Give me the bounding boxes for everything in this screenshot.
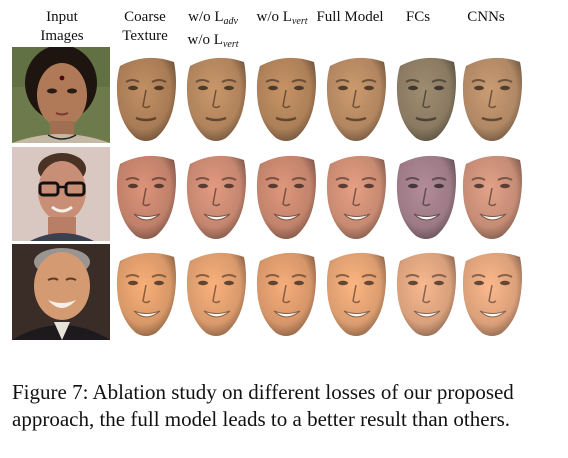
face-render-2-fcs bbox=[392, 150, 460, 242]
header-wo-vert: w/o Lvert bbox=[256, 9, 308, 27]
face-render-2-wo-adv-wo-vert bbox=[182, 150, 250, 242]
face-render-3-wo-adv-wo-vert bbox=[182, 247, 250, 339]
face-render-1-full-model bbox=[322, 52, 390, 144]
face-render-2-cnns bbox=[458, 150, 526, 242]
face-render-2-wo-vert bbox=[252, 150, 320, 242]
face-render-1-coarse-texture bbox=[112, 52, 180, 144]
header-input-images: Input Images bbox=[40, 9, 84, 44]
face-render-2-full-model bbox=[322, 150, 390, 242]
input-photo-row2 bbox=[12, 147, 110, 241]
input-photo-row1 bbox=[12, 47, 110, 143]
ablation-figure: Input Images Coarse Texture w/o Ladv w/o… bbox=[12, 9, 526, 340]
face-render-1-wo-adv-wo-vert bbox=[182, 52, 250, 144]
face-render-3-full-model bbox=[322, 247, 390, 339]
header-cnns: CNNs bbox=[467, 9, 505, 25]
header-coarse-texture: Coarse Texture bbox=[122, 9, 168, 44]
face-render-3-coarse-texture bbox=[112, 247, 180, 339]
input-photo-row3 bbox=[12, 244, 110, 340]
figure-caption: Figure 7: Ablation study on different lo… bbox=[12, 380, 514, 431]
header-full-model: Full Model bbox=[316, 9, 384, 25]
face-render-1-fcs bbox=[392, 52, 460, 144]
face-render-3-wo-vert bbox=[252, 247, 320, 339]
face-render-1-wo-vert bbox=[252, 52, 320, 144]
face-render-1-cnns bbox=[458, 52, 526, 144]
face-render-3-cnns bbox=[458, 247, 526, 339]
face-render-2-coarse-texture bbox=[112, 150, 180, 242]
header-fcs: FCs bbox=[405, 9, 431, 25]
header-wo-adv-wo-vert: w/o Ladv w/o Lvert bbox=[187, 9, 239, 50]
face-render-3-fcs bbox=[392, 247, 460, 339]
